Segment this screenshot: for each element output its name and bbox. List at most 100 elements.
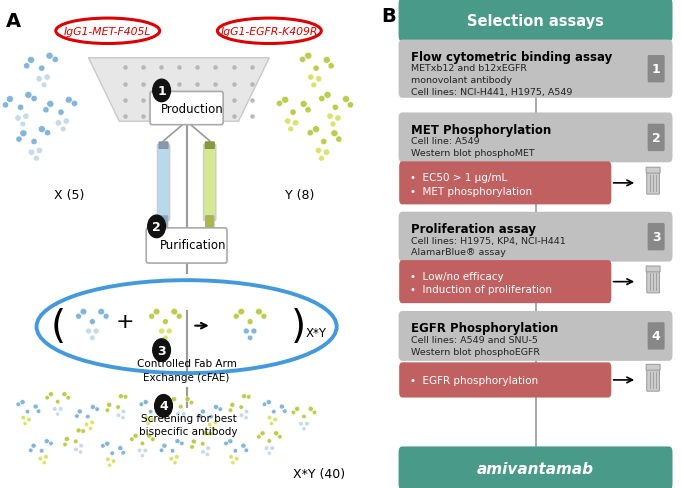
- Text: Purification: Purification: [160, 239, 227, 251]
- Ellipse shape: [121, 416, 125, 420]
- Ellipse shape: [76, 314, 82, 320]
- Text: AlamarBlue® assay: AlamarBlue® assay: [411, 248, 505, 257]
- Ellipse shape: [121, 450, 125, 455]
- Ellipse shape: [55, 400, 60, 404]
- Ellipse shape: [229, 403, 235, 407]
- Ellipse shape: [163, 335, 168, 341]
- Ellipse shape: [133, 433, 138, 438]
- Ellipse shape: [36, 77, 42, 83]
- Ellipse shape: [180, 441, 184, 446]
- Ellipse shape: [20, 131, 27, 137]
- Text: 2: 2: [652, 132, 661, 144]
- Ellipse shape: [288, 127, 294, 133]
- Ellipse shape: [255, 309, 262, 315]
- Ellipse shape: [22, 114, 29, 120]
- Ellipse shape: [229, 455, 234, 459]
- Text: •  MET phosphorylation: • MET phosphorylation: [410, 186, 532, 196]
- Ellipse shape: [107, 403, 112, 407]
- Ellipse shape: [174, 455, 179, 459]
- Ellipse shape: [273, 417, 277, 422]
- Text: 2: 2: [153, 221, 161, 233]
- Ellipse shape: [313, 66, 319, 72]
- Text: 3: 3: [652, 231, 661, 244]
- Ellipse shape: [144, 416, 148, 420]
- Ellipse shape: [331, 131, 338, 137]
- Ellipse shape: [173, 461, 177, 465]
- Ellipse shape: [39, 448, 44, 453]
- Ellipse shape: [86, 328, 91, 334]
- Ellipse shape: [20, 122, 26, 128]
- Ellipse shape: [172, 397, 176, 402]
- Ellipse shape: [108, 463, 112, 467]
- Ellipse shape: [49, 441, 53, 446]
- Ellipse shape: [203, 430, 208, 435]
- Ellipse shape: [77, 409, 82, 414]
- Ellipse shape: [234, 456, 239, 461]
- Ellipse shape: [213, 405, 219, 409]
- Ellipse shape: [239, 405, 243, 409]
- Ellipse shape: [33, 156, 39, 162]
- Ellipse shape: [105, 408, 110, 413]
- Ellipse shape: [227, 439, 233, 444]
- Ellipse shape: [74, 447, 78, 452]
- Ellipse shape: [267, 439, 272, 443]
- Ellipse shape: [52, 407, 57, 411]
- Text: X*Y: X*Y: [306, 326, 327, 339]
- Ellipse shape: [178, 405, 183, 409]
- Ellipse shape: [304, 422, 309, 426]
- Text: MET Phosphorylation: MET Phosphorylation: [411, 123, 551, 136]
- Ellipse shape: [98, 309, 105, 315]
- Ellipse shape: [169, 456, 174, 461]
- FancyBboxPatch shape: [159, 142, 168, 149]
- Ellipse shape: [243, 328, 249, 334]
- Ellipse shape: [78, 450, 82, 454]
- Ellipse shape: [244, 448, 249, 452]
- Ellipse shape: [90, 335, 95, 341]
- Ellipse shape: [285, 119, 291, 125]
- Ellipse shape: [247, 395, 251, 399]
- Text: 1: 1: [157, 85, 166, 98]
- Text: 4: 4: [159, 400, 168, 412]
- Ellipse shape: [262, 402, 267, 407]
- Ellipse shape: [234, 314, 239, 320]
- Ellipse shape: [347, 102, 353, 109]
- Text: Cell lines: H1975, KP4, NCI-H441: Cell lines: H1975, KP4, NCI-H441: [411, 236, 565, 245]
- Ellipse shape: [111, 459, 116, 464]
- FancyBboxPatch shape: [646, 365, 660, 370]
- FancyBboxPatch shape: [399, 261, 612, 304]
- Text: X (5): X (5): [54, 189, 84, 202]
- Ellipse shape: [55, 121, 61, 127]
- Circle shape: [153, 80, 170, 102]
- Ellipse shape: [190, 445, 194, 449]
- Ellipse shape: [76, 428, 81, 433]
- Ellipse shape: [118, 394, 123, 399]
- Ellipse shape: [270, 446, 274, 450]
- Ellipse shape: [328, 63, 334, 70]
- Ellipse shape: [89, 427, 93, 430]
- Text: IgG1-EGFR-K409R: IgG1-EGFR-K409R: [221, 27, 318, 37]
- Ellipse shape: [224, 441, 228, 446]
- Ellipse shape: [137, 448, 142, 453]
- Ellipse shape: [27, 417, 31, 422]
- Ellipse shape: [208, 422, 212, 427]
- FancyBboxPatch shape: [647, 271, 659, 293]
- Ellipse shape: [159, 409, 164, 413]
- Ellipse shape: [228, 408, 233, 413]
- Ellipse shape: [185, 397, 190, 402]
- Ellipse shape: [20, 400, 25, 405]
- Ellipse shape: [315, 77, 322, 83]
- FancyBboxPatch shape: [646, 266, 660, 272]
- Ellipse shape: [25, 409, 30, 414]
- Ellipse shape: [295, 407, 300, 411]
- Ellipse shape: [103, 314, 109, 320]
- Ellipse shape: [38, 126, 46, 133]
- Ellipse shape: [148, 314, 155, 320]
- Ellipse shape: [79, 444, 83, 448]
- Text: EGFR Phosphorylation: EGFR Phosphorylation: [411, 322, 558, 334]
- Circle shape: [155, 395, 172, 417]
- Ellipse shape: [231, 461, 235, 465]
- Ellipse shape: [116, 405, 121, 409]
- Text: Production: Production: [161, 102, 224, 115]
- Ellipse shape: [244, 416, 248, 420]
- Ellipse shape: [81, 429, 86, 433]
